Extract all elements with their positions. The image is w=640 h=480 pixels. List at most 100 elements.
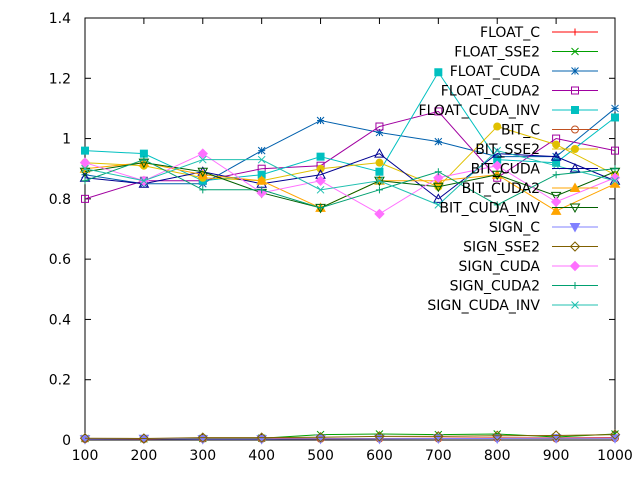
legend-marker [571, 106, 579, 114]
data-point [81, 146, 89, 155]
series-line [84, 153, 616, 215]
legend-marker [569, 223, 581, 233]
data-point [432, 193, 444, 203]
legend-marker [571, 67, 579, 75]
legend-entry: SIGN_CUDA_INV [427, 298, 598, 314]
legend-label: SIGN_C [489, 220, 540, 236]
legend-marker [571, 125, 579, 134]
data-point [316, 152, 325, 161]
legend-marker [571, 28, 579, 36]
legend-label: FLOAT_CUDA2 [441, 84, 540, 100]
legend-marker [569, 162, 581, 173]
series-line [84, 150, 616, 206]
y-tick-label: 1.2 [49, 71, 71, 87]
data-point [493, 146, 502, 155]
legend-label: FLOAT_CUDA_INV [419, 103, 541, 119]
data-point [257, 155, 266, 164]
legend-label: SIGN_CUDA_INV [427, 298, 540, 314]
data-point [81, 164, 89, 173]
data-point [550, 434, 562, 444]
data-point [79, 435, 91, 445]
data-point [197, 148, 208, 159]
data-point [491, 170, 503, 181]
data-point [433, 431, 444, 442]
data-point [611, 113, 619, 122]
series-sign-cuda2 [81, 156, 619, 212]
data-point [492, 160, 503, 171]
data-point [375, 122, 384, 131]
legend-label: FLOAT_C [480, 25, 540, 41]
legend-marker [571, 301, 579, 309]
data-point [552, 140, 561, 149]
y-tick-label: 0.6 [49, 252, 71, 268]
y-tick-label: 0.4 [49, 312, 71, 328]
data-point [316, 116, 325, 125]
legend-label: BIT_CUDA2 [462, 181, 540, 197]
x-tick-label: 100 [72, 448, 99, 464]
series-line [84, 437, 615, 440]
data-point [140, 176, 148, 185]
legend-entry: SIGN_SSE2 [463, 240, 598, 256]
legend-label: SIGN_CUDA [459, 259, 541, 275]
legend-entry: BIT_C [501, 123, 598, 139]
legend-entry: BIT_SSE2 [475, 142, 598, 158]
series-line [84, 434, 616, 439]
data-point [316, 185, 325, 194]
data-point [434, 68, 443, 77]
series-line [84, 108, 616, 185]
data-point [611, 165, 619, 173]
data-point [434, 168, 442, 176]
data-point [258, 186, 266, 194]
legend-entry: FLOAT_CUDA_INV [419, 103, 598, 119]
data-point [491, 434, 503, 445]
data-point [550, 151, 562, 161]
legend-label: BIT_CUDA [471, 162, 541, 178]
legend: FLOAT_C FLOAT_SSE2 FLOAT_CUDA FLOAT_CUDA2 FL… [419, 25, 598, 314]
legend-entry: FLOAT_C [480, 25, 598, 41]
x-tick-label: 200 [131, 448, 158, 464]
data-point [375, 128, 384, 137]
data-point [199, 186, 207, 194]
legend-label: FLOAT_SSE2 [454, 45, 540, 61]
x-tick-label: 900 [543, 448, 570, 464]
y-tick-label: 0.2 [49, 373, 71, 389]
series-sign-cuda-inv [81, 146, 619, 209]
data-point [257, 146, 266, 155]
legend-label: BIT_SSE2 [475, 142, 540, 158]
data-point [197, 169, 209, 179]
legend-entry: SIGN_CUDA [459, 259, 598, 275]
data-point [197, 167, 209, 178]
data-point [375, 176, 384, 185]
x-tick-label: 1000 [597, 448, 633, 464]
data-point [79, 157, 91, 168]
y-tick-label: 0.8 [49, 192, 71, 208]
axes: 100 200 300 400 500 600 700 800 900 1000 0 0.2 0.4 0.… [49, 11, 633, 464]
y-tick-label: 1.4 [49, 11, 71, 27]
legend-label: SIGN_CUDA2 [450, 279, 540, 295]
legend-entry: FLOAT_SSE2 [454, 45, 598, 61]
legend-label: BIT_C [501, 123, 540, 139]
data-point [492, 430, 503, 441]
y-tick-label: 0 [62, 433, 71, 449]
legend-entry: FLOAT_CUDA2 [441, 84, 598, 100]
data-point [81, 194, 89, 203]
data-point [374, 431, 385, 442]
legend-marker [569, 241, 581, 252]
data-point [434, 107, 443, 116]
data-point [611, 146, 619, 155]
data-point [316, 164, 325, 173]
legend-marker [569, 182, 581, 192]
series-line [84, 159, 616, 209]
y-tick-label: 1 [62, 132, 71, 148]
data-point [550, 430, 562, 441]
legend-entry: FLOAT_CUDA [450, 64, 598, 80]
x-tick-label: 500 [307, 448, 334, 464]
data-point [197, 432, 208, 443]
data-point [138, 434, 150, 445]
legend-entry: SIGN_CUDA2 [450, 279, 598, 295]
legend-marker [571, 145, 579, 153]
x-tick-label: 400 [248, 448, 275, 464]
data-point [433, 172, 444, 183]
legend-entry: BIT_CUDA_INV [439, 201, 598, 217]
